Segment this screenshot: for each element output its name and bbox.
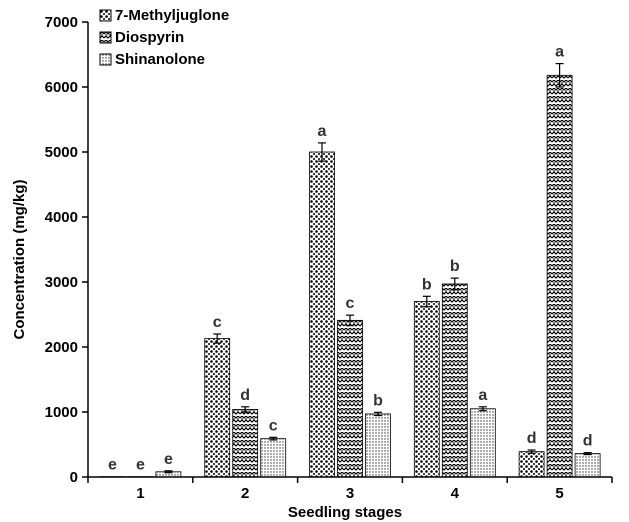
bar: [469, 408, 496, 478]
legend-label: Shinanolone: [115, 51, 205, 68]
significance-label: a: [555, 44, 564, 61]
bar: [441, 283, 468, 478]
significance-label: e: [136, 457, 145, 474]
significance-label: b: [373, 392, 383, 409]
significance-label: b: [422, 276, 432, 293]
y-axis-ticks: 0 1000 2000 3000 4000 5000 6000 7000: [45, 14, 88, 486]
y-tick-label: 2000: [45, 339, 78, 356]
significance-label: c: [269, 417, 278, 434]
significance-label: a: [478, 387, 487, 404]
bar: [309, 151, 335, 478]
x-tick-label: 3: [346, 485, 354, 502]
y-tick-label: 6000: [45, 79, 78, 96]
x-axis-title: Seedling stages: [288, 504, 402, 521]
y-tick-label: 3000: [45, 274, 78, 291]
bar-series-group: [99, 74, 601, 478]
y-tick-label: 7000: [45, 14, 78, 31]
y-tick-label: 0: [70, 469, 78, 486]
bar: [413, 301, 440, 478]
legend-label: 7-Methyljuglone: [115, 7, 229, 24]
significance-label: d: [583, 433, 593, 450]
significance-label: a: [318, 123, 327, 140]
y-tick-label: 4000: [45, 209, 78, 226]
x-axis-ticks: 1 2 3 4 5: [87, 477, 613, 502]
x-tick-label: 4: [451, 485, 460, 502]
x-tick-label: 2: [241, 485, 249, 502]
legend-swatch: [99, 9, 112, 22]
significance-label: c: [346, 295, 355, 312]
y-axis-title: Concentration (mg/kg): [11, 179, 28, 339]
bar: [204, 338, 231, 478]
legend-label: Diospyrin: [115, 29, 184, 46]
legend-swatch: [99, 53, 112, 66]
bar: [232, 408, 259, 478]
x-tick-label: 5: [555, 485, 563, 502]
bar: [518, 451, 545, 478]
significance-label-group: e c a b d e d c b a e c b a d: [108, 44, 593, 474]
error-bar-group: [164, 62, 592, 474]
significance-label: b: [450, 258, 460, 275]
legend-swatch: [99, 31, 112, 44]
bar: [337, 319, 363, 478]
significance-label: d: [240, 387, 250, 404]
significance-label: e: [164, 451, 173, 468]
bar: [574, 453, 601, 478]
significance-label: c: [213, 314, 222, 331]
y-tick-label: 5000: [45, 144, 78, 161]
bar: [260, 438, 287, 478]
y-tick-label: 1000: [45, 404, 78, 421]
significance-label: d: [527, 430, 537, 447]
bar: [365, 413, 391, 478]
x-tick-label: 1: [136, 485, 144, 502]
significance-label: e: [108, 457, 117, 474]
legend: 7-Methyljuglone Diospyrin Shinanolone: [99, 7, 229, 68]
bar: [546, 74, 573, 478]
